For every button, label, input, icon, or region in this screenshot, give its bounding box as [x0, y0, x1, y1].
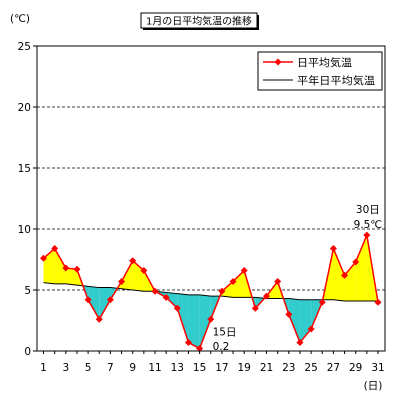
- fill-below-normal: [199, 294, 211, 349]
- x-tick-label: 27: [327, 362, 340, 374]
- y-axis-unit-label: (℃): [10, 13, 30, 25]
- fill-below-normal: [88, 286, 100, 320]
- fill-below-normal: [188, 294, 200, 349]
- point-day-25: [307, 325, 315, 333]
- point-day-13: [173, 304, 181, 312]
- point-day-21: [263, 292, 270, 300]
- y-tick-label: 5: [24, 285, 31, 297]
- y-tick-label: 15: [18, 163, 31, 175]
- point-day-31: [374, 298, 382, 306]
- fill-above-normal: [344, 261, 356, 301]
- point-day-7: [106, 296, 114, 304]
- y-tick-label: 0: [24, 346, 31, 358]
- x-tick-label: 23: [282, 362, 295, 374]
- fill-below-normal: [166, 292, 178, 309]
- fill-below-normal: [288, 298, 300, 343]
- x-tick-label: 17: [215, 362, 228, 374]
- x-tick-label: 5: [85, 362, 92, 374]
- fill-above-normal: [355, 235, 367, 301]
- point-day-14: [184, 338, 192, 346]
- point-day-18: [229, 277, 237, 285]
- fill-below-normal: [99, 287, 111, 320]
- annotations: 15日 0.2 30日 9.5℃: [213, 204, 383, 353]
- point-day-23: [285, 310, 293, 318]
- point-day-8: [118, 277, 126, 285]
- legend-swatch-diamond-marker: [274, 58, 282, 66]
- point-day-9: [129, 257, 137, 265]
- x-tick-label: 13: [171, 362, 184, 374]
- fill-above-normal: [121, 260, 133, 290]
- x-tick-label: 31: [371, 362, 384, 374]
- point-day-2: [51, 245, 59, 253]
- point-day-30: [363, 231, 371, 239]
- series-markers: [40, 231, 382, 353]
- point-day-10: [140, 266, 148, 274]
- point-day-4: [73, 265, 81, 273]
- x-tick-label: 3: [62, 362, 69, 374]
- point-day-27: [329, 245, 337, 253]
- title-box-frame: [140, 12, 258, 29]
- x-tick-label: 15: [193, 362, 206, 374]
- point-day-11: [151, 287, 159, 295]
- x-tick-label: 19: [238, 362, 251, 374]
- x-tick-label: 1: [40, 362, 47, 374]
- x-tick-label: 21: [260, 362, 273, 374]
- fill-above-normal: [233, 270, 245, 298]
- point-day-6: [95, 315, 103, 323]
- legend: 日平均気温 平年日平均気温: [257, 51, 383, 91]
- point-day-20: [251, 304, 259, 312]
- legend-label-daily-average: 日平均気温: [297, 56, 353, 69]
- point-day-3: [62, 264, 70, 272]
- fill-above-normal: [221, 281, 234, 298]
- x-tick-label: 7: [107, 362, 114, 374]
- fill-above-normal: [54, 248, 66, 284]
- y-tick-label: 25: [18, 41, 31, 53]
- fill-below-normal: [177, 293, 189, 343]
- point-day-15: [196, 345, 204, 353]
- point-day-24: [296, 338, 304, 346]
- fill-above-normal: [65, 268, 77, 286]
- point-day-17: [218, 287, 226, 295]
- point-day-12: [162, 293, 170, 301]
- y-tick-label: 10: [18, 224, 31, 236]
- y-tick-label: 20: [18, 102, 31, 114]
- chart-title-box: 1月の日平均気温の推移: [140, 12, 259, 30]
- annotation-day-30-line-2: 9.5℃: [354, 219, 383, 231]
- x-tick-label: 25: [304, 362, 317, 374]
- point-day-26: [318, 298, 326, 306]
- point-day-5: [84, 296, 92, 304]
- annotation-day-30-line-1: 30日: [356, 204, 380, 216]
- annotation-day-15-line-1: 15日: [213, 327, 237, 339]
- x-tick-label: 9: [129, 362, 136, 374]
- legend-frame: [257, 51, 383, 91]
- point-day-22: [274, 277, 282, 285]
- point-day-16: [207, 315, 215, 323]
- point-day-19: [240, 266, 248, 274]
- annotation-day-15-line-2: 0.2: [213, 341, 230, 353]
- fill-above-normal: [333, 248, 345, 301]
- point-day-28: [341, 271, 349, 279]
- fill-above-normal: [43, 248, 55, 284]
- legend-label-normal-daily-average: 平年日平均気温: [297, 74, 376, 87]
- x-tick-label: 11: [148, 362, 161, 374]
- point-day-1: [40, 254, 47, 262]
- x-tick-label: 29: [349, 362, 362, 374]
- point-day-29: [352, 258, 360, 266]
- chart-title: 1月の日平均気温の推移: [146, 15, 252, 28]
- x-axis-unit-label: (日): [364, 380, 383, 392]
